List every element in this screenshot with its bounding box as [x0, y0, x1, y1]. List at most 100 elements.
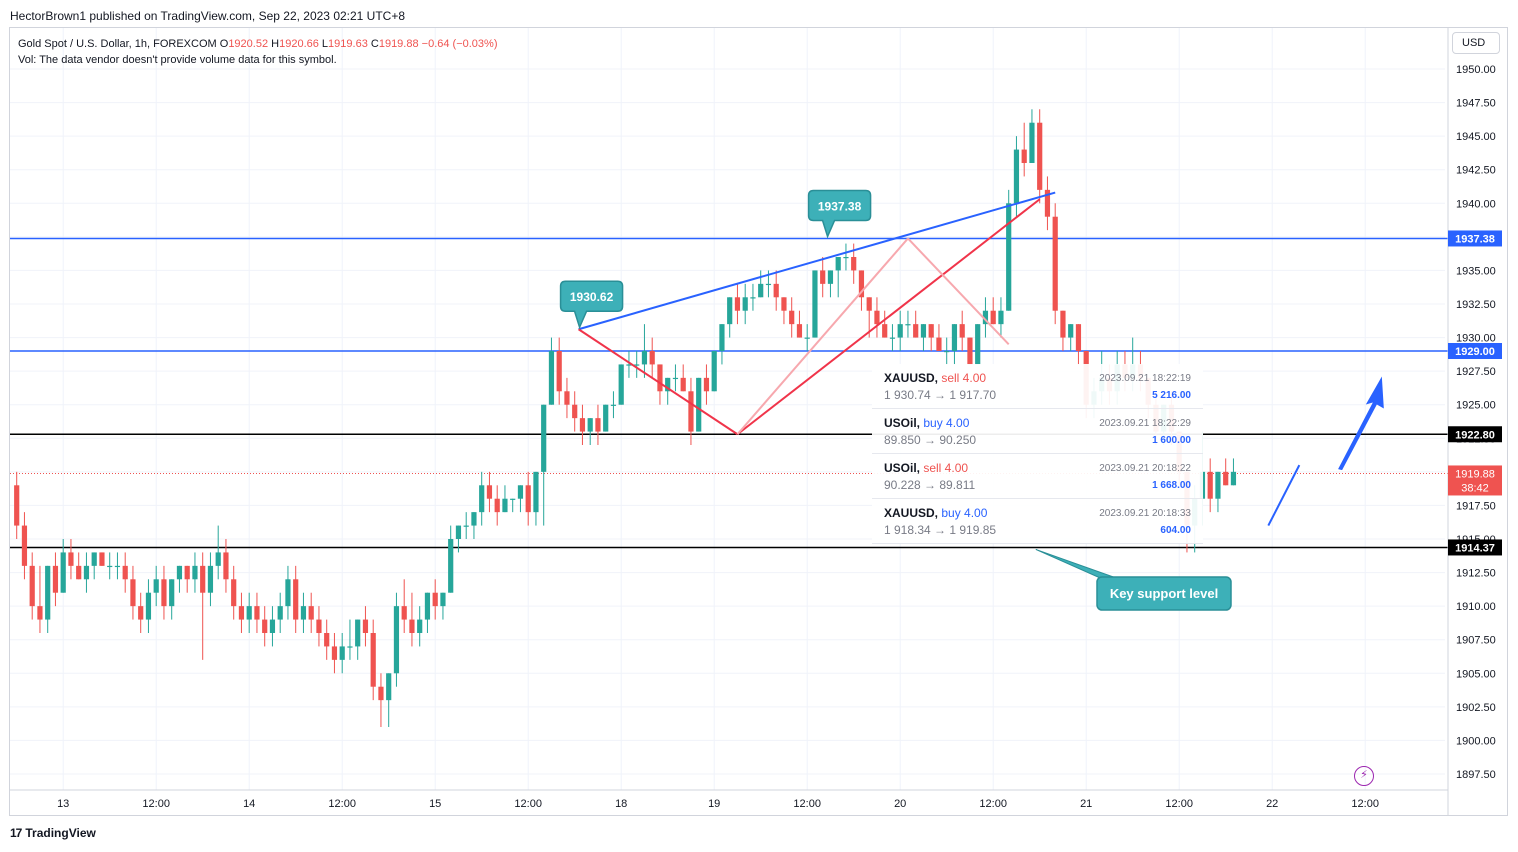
- time-tick-label: 19: [708, 798, 720, 810]
- candle-body: [649, 351, 655, 365]
- candle-body: [990, 310, 996, 325]
- time-tick-label: 13: [57, 798, 69, 810]
- candle-body: [362, 619, 369, 633]
- trendlines: [578, 191, 1301, 527]
- trendline: [1267, 464, 1301, 527]
- trade-row: XAUUSD, buy 4.00 1 918.34 → 1 919.85 2023.…: [872, 499, 1203, 544]
- price-tick-label: 1900.00: [1456, 735, 1496, 747]
- candle-body: [510, 498, 516, 500]
- level-tag-label: 1929.00: [1455, 346, 1495, 358]
- price-tick-label: 1927.50: [1456, 366, 1496, 378]
- price-tick-label: 1917.50: [1456, 500, 1496, 512]
- candle-body: [897, 324, 903, 338]
- candle-body: [796, 324, 803, 338]
- trade-time: 2023.09.21 18:22:19: [1099, 373, 1191, 384]
- candle-body: [874, 310, 880, 325]
- candle-body: [107, 565, 113, 568]
- candle-body: [975, 324, 981, 365]
- candle-body: [401, 606, 407, 620]
- price-tick-label: 1910.00: [1456, 601, 1496, 613]
- candle-body: [161, 579, 167, 607]
- candle-body: [913, 324, 919, 338]
- trade-prices: 1 930.74 → 1 917.70: [884, 388, 997, 402]
- candle-body: [200, 565, 206, 593]
- candle-body: [657, 364, 663, 392]
- candle-body: [347, 646, 353, 648]
- trendline: [578, 191, 1056, 331]
- candle-body: [641, 351, 648, 365]
- candle-body: [479, 485, 485, 513]
- price-tick-label: 1932.50: [1456, 299, 1496, 311]
- candle-body: [579, 418, 586, 432]
- level-tag: [1448, 426, 1502, 443]
- time-tick-label: 12:00: [1351, 798, 1379, 810]
- level-tag-label: 1922.80: [1455, 429, 1495, 441]
- candle-body: [169, 579, 175, 607]
- candle-body: [882, 324, 888, 338]
- candle-body: [750, 297, 756, 299]
- time-tick-label: 21: [1080, 798, 1092, 810]
- candle-body: [138, 606, 144, 620]
- price-tick-label: 1912.50: [1456, 568, 1496, 580]
- candle-body: [525, 485, 531, 513]
- low-value: 1919.63: [328, 38, 368, 50]
- candle-body: [672, 377, 679, 380]
- time-tick-label: 20: [894, 798, 906, 810]
- candle-body: [742, 297, 748, 311]
- trade-time: 2023.09.21 20:18:22: [1099, 463, 1191, 474]
- candle-body: [502, 498, 508, 513]
- last-price-tag: [1448, 465, 1502, 496]
- trade-prices: 90.228 → 89.811: [884, 478, 976, 492]
- candle-body: [696, 377, 702, 432]
- price-tick-label: 1930.00: [1456, 333, 1496, 345]
- time-tick-label: 14: [243, 798, 255, 810]
- trade-time: 2023.09.21 20:18:33: [1099, 508, 1191, 519]
- candle-body: [393, 606, 400, 674]
- candle-body: [789, 310, 795, 325]
- candle-body: [246, 606, 252, 620]
- candle-body: [1207, 471, 1213, 499]
- time-tick-label: 12:00: [328, 798, 356, 810]
- candle-body: [130, 579, 136, 607]
- currency-selector[interactable]: USD: [1452, 32, 1500, 54]
- price-tick-label: 1902.50: [1456, 702, 1496, 714]
- trade-symbol-name: XAUUSD,: [884, 371, 942, 385]
- candle-body: [820, 270, 826, 284]
- trendline: [907, 237, 1010, 345]
- candle-body: [944, 351, 950, 353]
- lightning-icon[interactable]: ⚡: [1354, 766, 1374, 786]
- trade-row: XAUUSD, sell 4.00 1 930.74 → 1 917.70 2023…: [872, 364, 1203, 409]
- price-callout: [559, 280, 624, 330]
- candle-body: [1013, 149, 1020, 204]
- symbol-legend: Gold Spot / U.S. Dollar, 1h, FOREXCOM O1…: [18, 36, 498, 68]
- level-tag: [1448, 539, 1502, 556]
- candle-body: [83, 565, 90, 580]
- candle-body: [223, 552, 229, 580]
- candle-body: [711, 351, 717, 392]
- candle-body: [727, 297, 733, 325]
- candle-body: [827, 270, 834, 284]
- candle-body: [1060, 310, 1066, 338]
- symbol-title[interactable]: Gold Spot / U.S. Dollar, 1h, FOREXCOM: [18, 38, 217, 50]
- key-support-callout: [1096, 576, 1232, 611]
- horizontal-levels: [10, 237, 1448, 549]
- countdown-label: 38:42: [1461, 482, 1489, 494]
- price-tick-label: 1905.00: [1456, 668, 1496, 680]
- price-axis: 1950.00 1947.50 1945.00 1942.50 1940.00 1937.…: [1447, 28, 1502, 815]
- trade-row: USOil, sell 4.00 90.228 → 89.811 2023.09.2…: [872, 454, 1203, 499]
- price-callout-label: 1937.38: [818, 199, 862, 213]
- candle-body: [417, 619, 423, 633]
- candle-body: [68, 552, 74, 566]
- candle-body: [378, 686, 384, 701]
- tradingview-logo[interactable]: 17 TradingView: [10, 826, 96, 840]
- candle-body: [300, 606, 307, 620]
- candle-body: [153, 579, 159, 593]
- high-label: H: [271, 38, 280, 50]
- tradingview-mark-icon: 17: [10, 826, 22, 840]
- candle-body: [471, 512, 477, 526]
- candle-body: [618, 364, 624, 405]
- trade-symbol: XAUUSD, buy 4.00: [884, 506, 987, 520]
- candle-body: [277, 606, 283, 620]
- candle-body: [843, 257, 849, 259]
